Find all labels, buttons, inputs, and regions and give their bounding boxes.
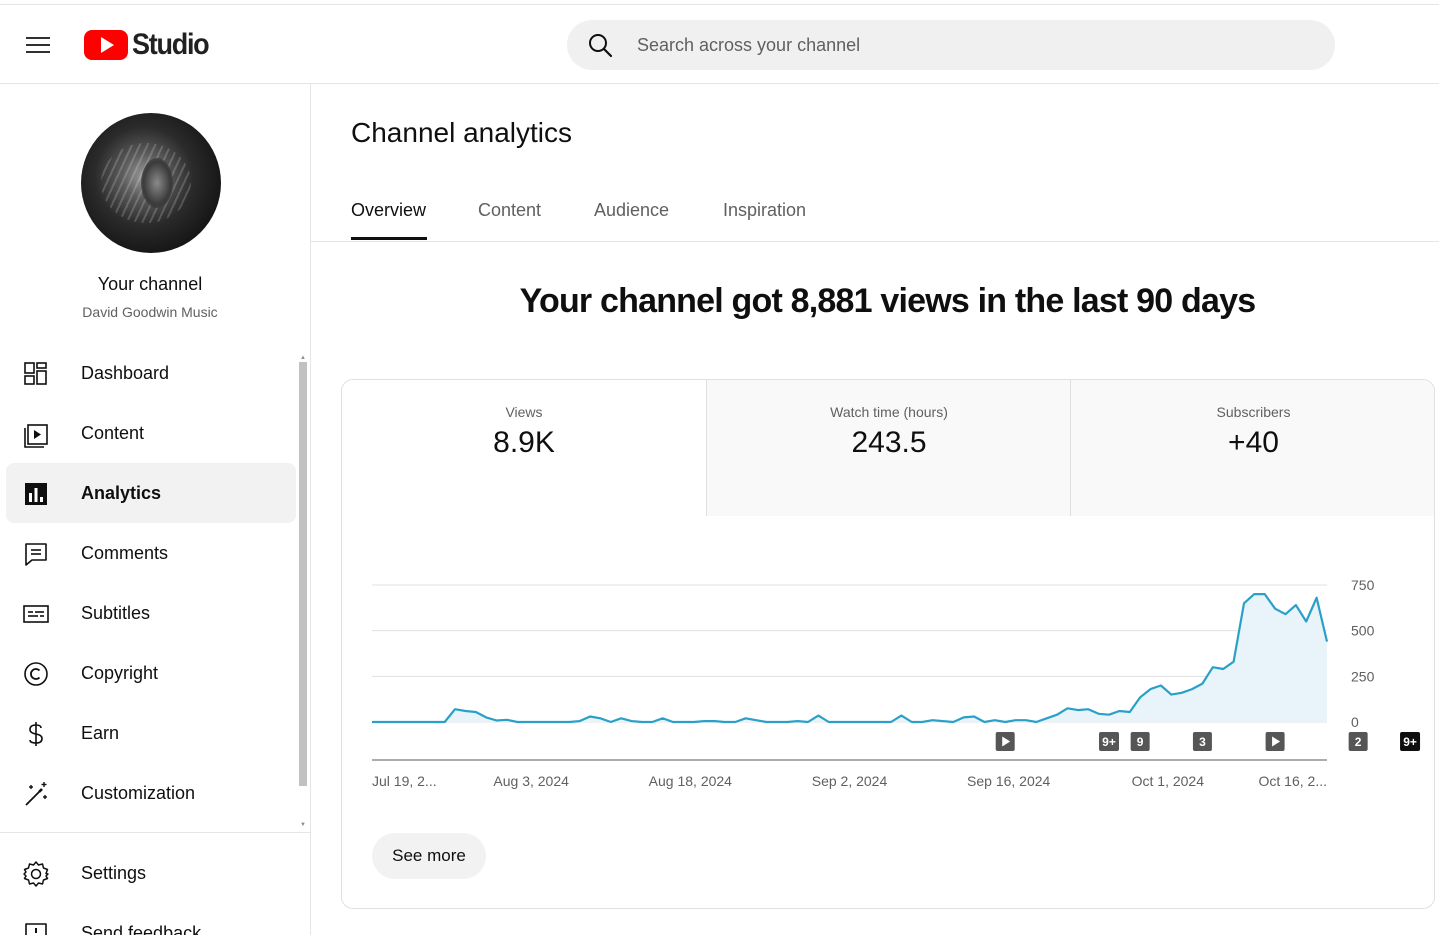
channel-name: David Goodwin Music bbox=[82, 304, 218, 320]
sidebar-item-label: Settings bbox=[81, 862, 147, 883]
metric-label: Views bbox=[505, 404, 543, 420]
series-area bbox=[372, 594, 1327, 722]
upload-marker-label: 3 bbox=[1199, 735, 1206, 749]
play-icon bbox=[1002, 736, 1011, 747]
copyright-icon bbox=[24, 662, 48, 686]
y-tick-label: 0 bbox=[1351, 714, 1359, 730]
tab-overview[interactable]: Overview bbox=[351, 200, 427, 220]
earn-icon bbox=[29, 722, 43, 746]
metric-watch-time[interactable]: Watch time (hours) 243.5 bbox=[707, 380, 1071, 516]
upload-marker-label: 9+ bbox=[1102, 735, 1116, 749]
metric-value: 243.5 bbox=[851, 426, 927, 459]
sidebar-item-comments[interactable]: Comments bbox=[6, 523, 296, 583]
metric-value: +40 bbox=[1228, 426, 1279, 459]
sidebar-item-label: Comments bbox=[81, 542, 169, 563]
y-tick-label: 500 bbox=[1351, 623, 1375, 639]
sidebar: Your channel David Goodwin Music Dashboa… bbox=[0, 84, 311, 935]
subtitles-icon bbox=[23, 605, 49, 623]
top-bar: Studio bbox=[0, 4, 1439, 84]
channel-title: Your channel bbox=[97, 274, 203, 294]
x-tick-label: Aug 3, 2024 bbox=[493, 773, 569, 789]
x-tick-label: Oct 1, 2024 bbox=[1132, 773, 1205, 789]
settings-icon bbox=[23, 861, 49, 887]
sidebar-item-label: Content bbox=[81, 422, 145, 443]
x-tick-label: Jul 19, 2... bbox=[372, 773, 437, 789]
metric-label: Watch time (hours) bbox=[830, 404, 948, 420]
metric-divider bbox=[1070, 380, 1071, 516]
upload-marker[interactable] bbox=[1192, 732, 1212, 751]
sidebar-item-subtitles[interactable]: Subtitles bbox=[6, 583, 296, 643]
tab-audience[interactable]: Audience bbox=[594, 200, 670, 220]
x-tick-label: Oct 16, 2... bbox=[1259, 773, 1327, 789]
metric-divider bbox=[706, 380, 707, 516]
page-title: Channel analytics bbox=[351, 117, 573, 148]
metric-value: 8.9K bbox=[493, 426, 555, 459]
feedback-icon bbox=[25, 923, 47, 935]
overview-card: 0 250 500 750 Jul 19, 2... Aug 3, 2024 Aug 18,… bbox=[341, 379, 1435, 909]
x-tick-label: Sep 2, 2024 bbox=[812, 773, 888, 789]
sidebar-item-label: Subtitles bbox=[81, 602, 151, 623]
x-tick-label: Sep 16, 2024 bbox=[967, 773, 1051, 789]
active-tab-indicator bbox=[351, 237, 427, 240]
sidebar-item-copyright[interactable]: Copyright bbox=[6, 643, 296, 703]
studio-logo[interactable]: Studio bbox=[84, 27, 217, 63]
sidebar-nav: Dashboard Content Analytics bbox=[6, 343, 296, 823]
y-tick-label: 250 bbox=[1351, 668, 1375, 684]
sidebar-item-content[interactable]: Content bbox=[6, 403, 296, 463]
comments-icon bbox=[25, 543, 47, 566]
sidebar-item-label: Copyright bbox=[81, 662, 159, 683]
upload-marker[interactable] bbox=[1099, 732, 1120, 751]
x-tick-label: Aug 18, 2024 bbox=[649, 773, 733, 789]
sidebar-item-analytics[interactable]: Analytics bbox=[6, 463, 296, 523]
sidebar-item-dashboard[interactable]: Dashboard bbox=[6, 343, 296, 403]
sidebar-item-label: Analytics bbox=[81, 482, 162, 503]
sidebar-bottom-nav: Settings Send feedback bbox=[6, 843, 296, 935]
sidebar-item-label: Earn bbox=[81, 722, 120, 743]
sidebar-item-label: Customization bbox=[81, 782, 196, 803]
analytics-tabs: Overview Content Audience Inspiration bbox=[311, 188, 1439, 242]
tab-inspiration[interactable]: Inspiration bbox=[723, 200, 807, 220]
metric-views[interactable]: Views 8.9K bbox=[342, 380, 706, 516]
search-box[interactable] bbox=[567, 20, 1335, 70]
logo-text: Studio bbox=[132, 28, 210, 61]
views-headline: Your channel got 8,881 views in the last… bbox=[519, 282, 1257, 320]
series-line bbox=[372, 593, 1329, 724]
search-input[interactable] bbox=[637, 20, 1317, 70]
upload-marker-label: 9+ bbox=[1403, 735, 1417, 749]
metric-label: Subscribers bbox=[1216, 404, 1291, 420]
metric-subscribers[interactable]: Subscribers +40 bbox=[1071, 380, 1434, 516]
sidebar-scrollbar[interactable]: ▲ ▼ bbox=[298, 354, 308, 829]
sidebar-item-earn[interactable]: Earn bbox=[6, 703, 296, 763]
upload-marker-label: 2 bbox=[1355, 735, 1362, 749]
play-icon bbox=[1272, 736, 1281, 747]
upload-marker[interactable] bbox=[1348, 732, 1368, 751]
search-icon[interactable] bbox=[587, 32, 613, 58]
sidebar-divider bbox=[0, 832, 310, 833]
content-icon bbox=[24, 424, 48, 448]
sidebar-item-settings[interactable]: Settings bbox=[6, 843, 296, 903]
channel-avatar[interactable] bbox=[81, 113, 221, 253]
sidebar-item-customization[interactable]: Customization bbox=[6, 763, 296, 823]
scroll-down-icon[interactable]: ▼ bbox=[300, 822, 306, 828]
views-chart: 0 250 500 750 Jul 19, 2... Aug 3, 2024 Aug 18,… bbox=[372, 577, 1421, 789]
sidebar-item-label: Dashboard bbox=[81, 362, 170, 383]
scroll-up-icon[interactable]: ▲ bbox=[300, 355, 306, 361]
upload-marker-label: 9 bbox=[1137, 735, 1144, 749]
menu-icon[interactable] bbox=[20, 27, 56, 63]
tab-content[interactable]: Content bbox=[478, 200, 542, 220]
scrollbar-thumb[interactable] bbox=[299, 362, 307, 786]
see-more-button[interactable]: See more bbox=[372, 833, 486, 879]
dashboard-icon bbox=[24, 362, 47, 385]
y-tick-label: 750 bbox=[1351, 577, 1375, 593]
upload-marker[interactable] bbox=[1130, 732, 1150, 751]
customization-icon bbox=[25, 782, 47, 806]
youtube-logo-icon bbox=[84, 30, 128, 60]
upload-marker[interactable] bbox=[1400, 732, 1421, 751]
sidebar-item-send-feedback[interactable]: Send feedback bbox=[6, 903, 296, 935]
analytics-icon bbox=[25, 483, 47, 505]
sidebar-item-label: Send feedback bbox=[81, 922, 202, 935]
